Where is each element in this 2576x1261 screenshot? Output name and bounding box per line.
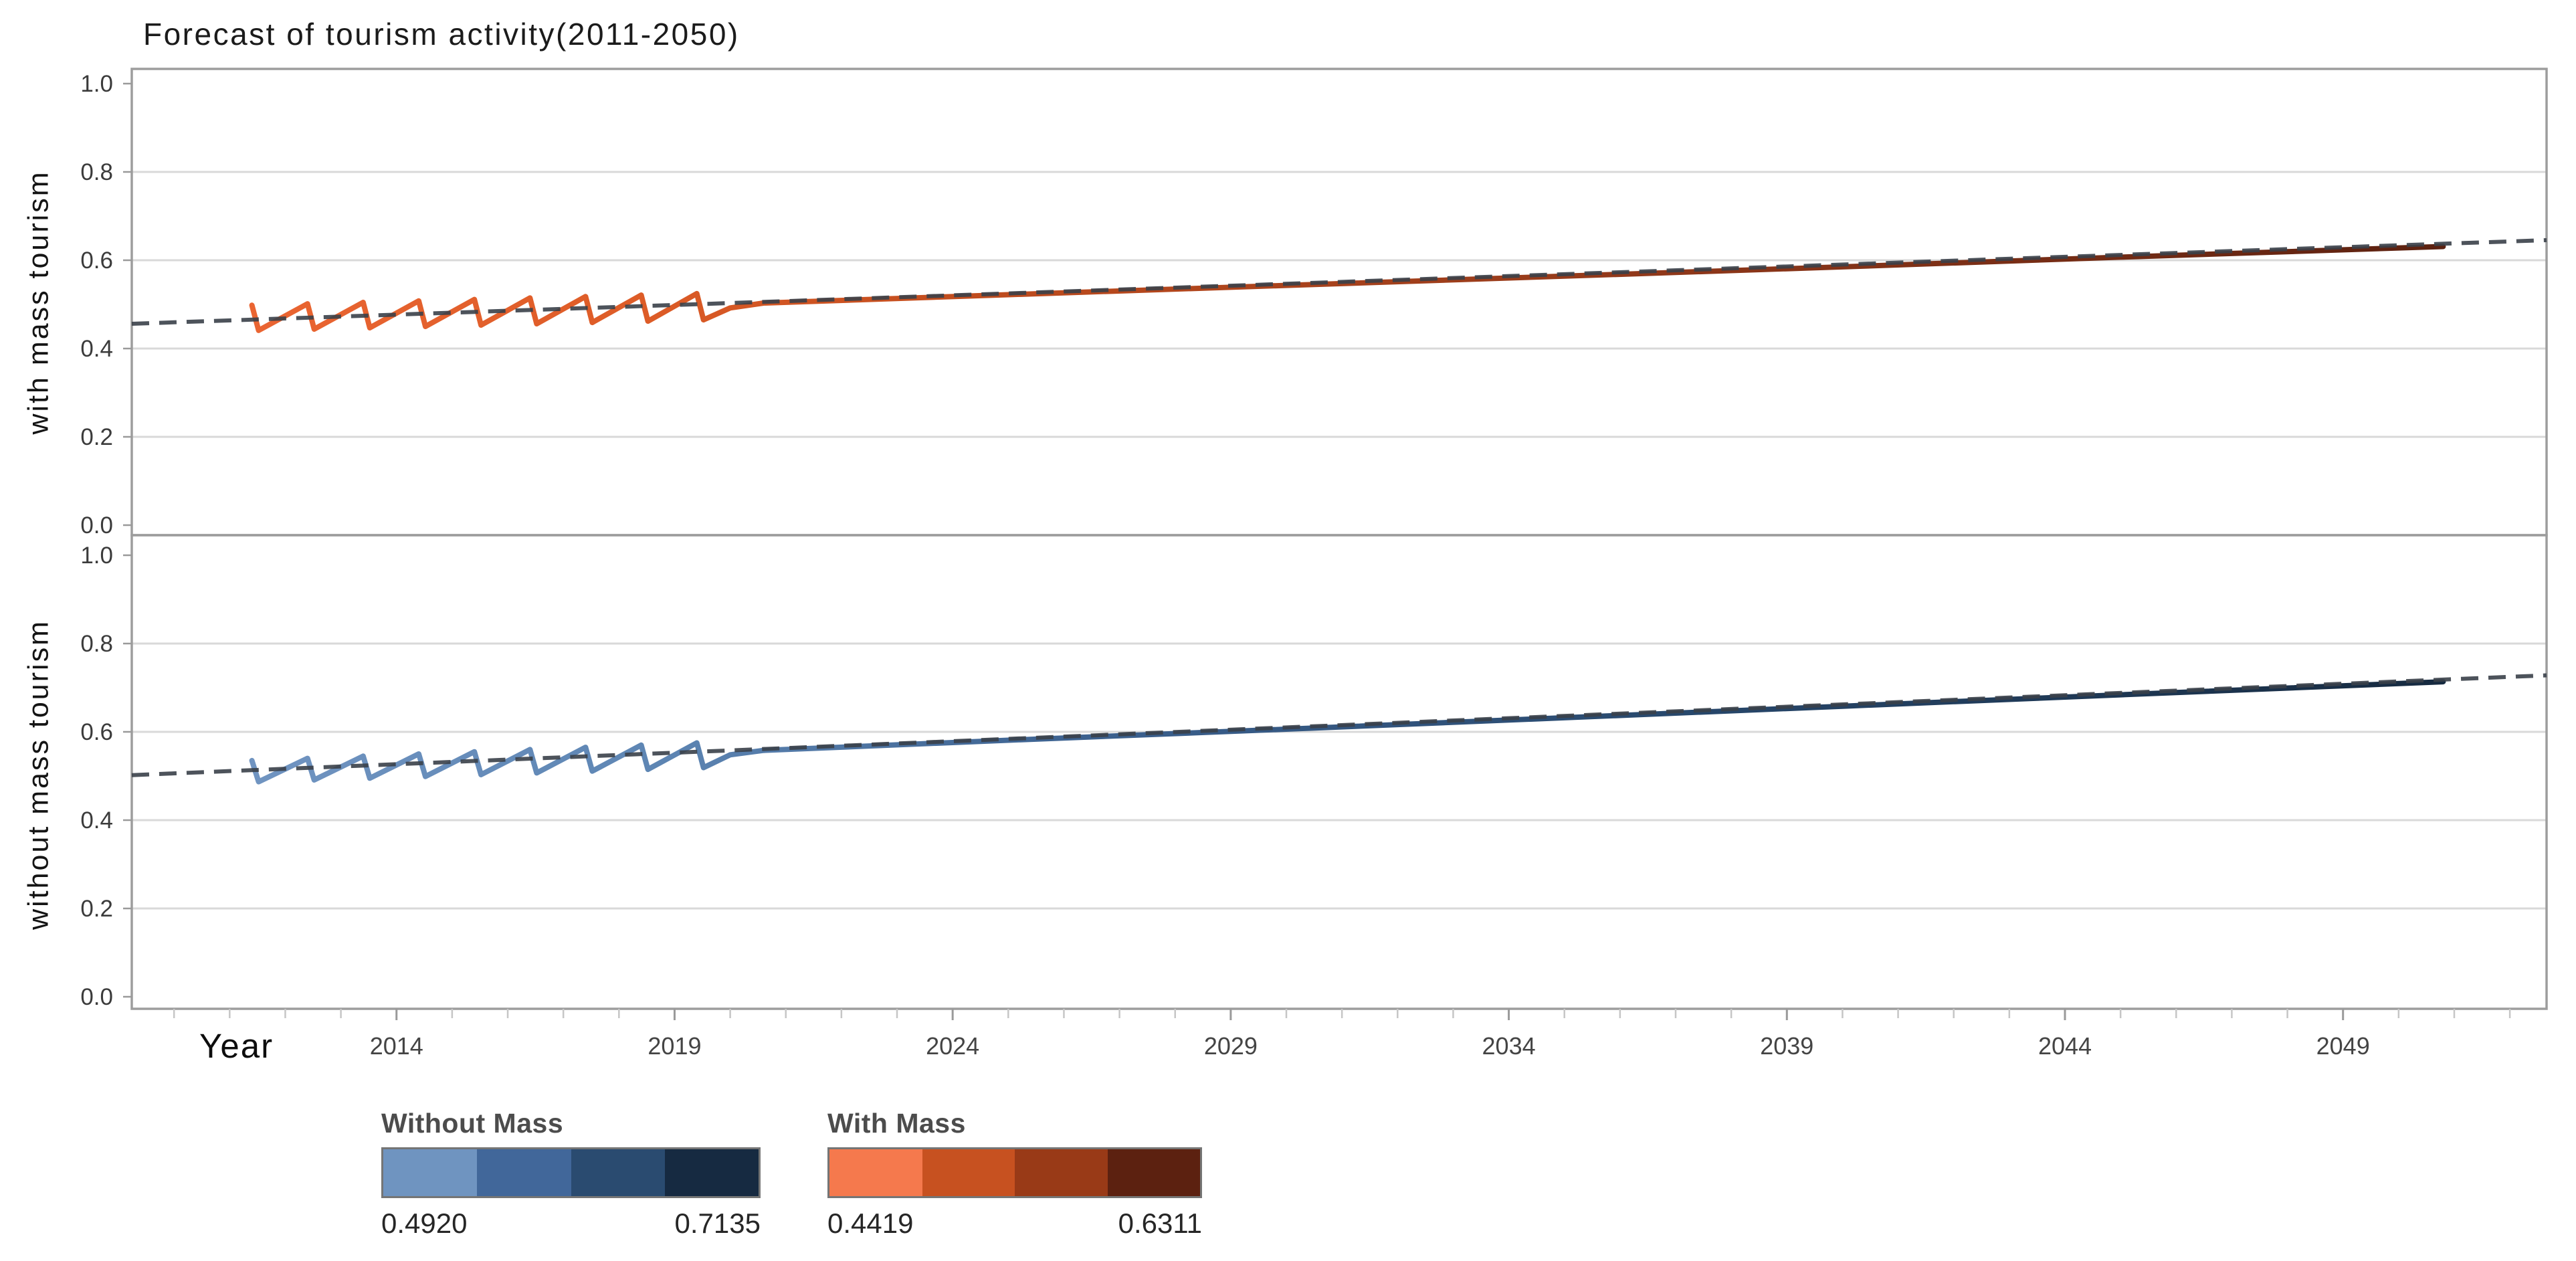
y-tick-label: 0.2 xyxy=(80,424,113,450)
panel-with-mass: 1.0 0.8 0.6 0.4 0.2 0.0 xyxy=(80,68,2548,539)
legend-seg-0-3 xyxy=(664,1149,759,1196)
y-tick-label: 0.0 xyxy=(80,512,113,539)
legend-colorbar-with-mass[interactable] xyxy=(827,1147,1202,1198)
legend-seg-1-1 xyxy=(922,1149,1015,1196)
legend-colorbar-without-mass[interactable] xyxy=(381,1147,761,1198)
x-axis: 2014 2019 2024 2029 2034 2039 2044 2049 xyxy=(173,1009,2511,1060)
x-tick-label: 2029 xyxy=(1204,1032,1258,1060)
legend-values-with-mass: 0.4419 0.6311 xyxy=(827,1207,1202,1240)
legend-without-mass: Without Mass 0.4920 0.7135 xyxy=(381,1108,761,1240)
x-tick-label: 2034 xyxy=(1482,1032,1536,1060)
legend-seg-0-0 xyxy=(383,1149,478,1196)
y-tick-label: 1.0 xyxy=(80,543,113,569)
legend-seg-1-3 xyxy=(1107,1149,1200,1196)
x-tick-label: 2044 xyxy=(2038,1032,2092,1060)
y-tick-label: 0.6 xyxy=(80,719,113,745)
legend-with-mass: With Mass 0.4419 0.6311 xyxy=(827,1108,1202,1240)
trend-without-mass xyxy=(131,673,2547,777)
panel-without-mass: 1.0 0.8 0.6 0.4 0.2 0.0 xyxy=(80,534,2548,1010)
legend-max-with-mass: 0.6311 xyxy=(1118,1207,1202,1239)
x-tick-label: 2019 xyxy=(648,1032,701,1060)
legend-seg-0-1 xyxy=(477,1149,571,1196)
y-tick-label: 0.8 xyxy=(80,159,113,185)
x-tick-label: 2039 xyxy=(1760,1032,1813,1060)
y-tick-label: 0.6 xyxy=(80,248,113,274)
y-tick-label: 0.0 xyxy=(80,984,113,1010)
legend-min-with-mass: 0.4419 xyxy=(827,1207,914,1239)
y-axis-label-with-mass: with mass tourism xyxy=(22,170,55,435)
y-tick-label: 0.8 xyxy=(80,631,113,657)
chart-title: Forecast of tourism activity(2011-2050) xyxy=(143,17,740,52)
legend-values-without-mass: 0.4920 0.7135 xyxy=(381,1207,761,1240)
x-tick-label: 2014 xyxy=(370,1032,423,1060)
x-tick-label: 2049 xyxy=(2316,1032,2370,1060)
legend-title-with-mass: With Mass xyxy=(827,1108,966,1139)
trend-with-mass xyxy=(131,238,2547,326)
legend-seg-1-2 xyxy=(1015,1149,1108,1196)
legend-min-without-mass: 0.4920 xyxy=(381,1207,468,1239)
series-with-mass-line xyxy=(249,244,2446,333)
legend-title-without-mass: Without Mass xyxy=(381,1108,564,1139)
legend-seg-0-2 xyxy=(571,1149,665,1196)
x-axis-title: Year xyxy=(199,1027,274,1065)
y-tick-label: 0.4 xyxy=(80,336,113,362)
y-tick-label: 0.4 xyxy=(80,807,113,834)
y-tick-label: 1.0 xyxy=(80,71,113,97)
legend-seg-1-0 xyxy=(829,1149,922,1196)
y-tick-label: 0.2 xyxy=(80,896,113,922)
x-tick-label: 2024 xyxy=(926,1032,979,1060)
y-axis-label-without-mass: without mass tourism xyxy=(22,619,55,930)
legend-max-without-mass: 0.7135 xyxy=(674,1207,761,1239)
